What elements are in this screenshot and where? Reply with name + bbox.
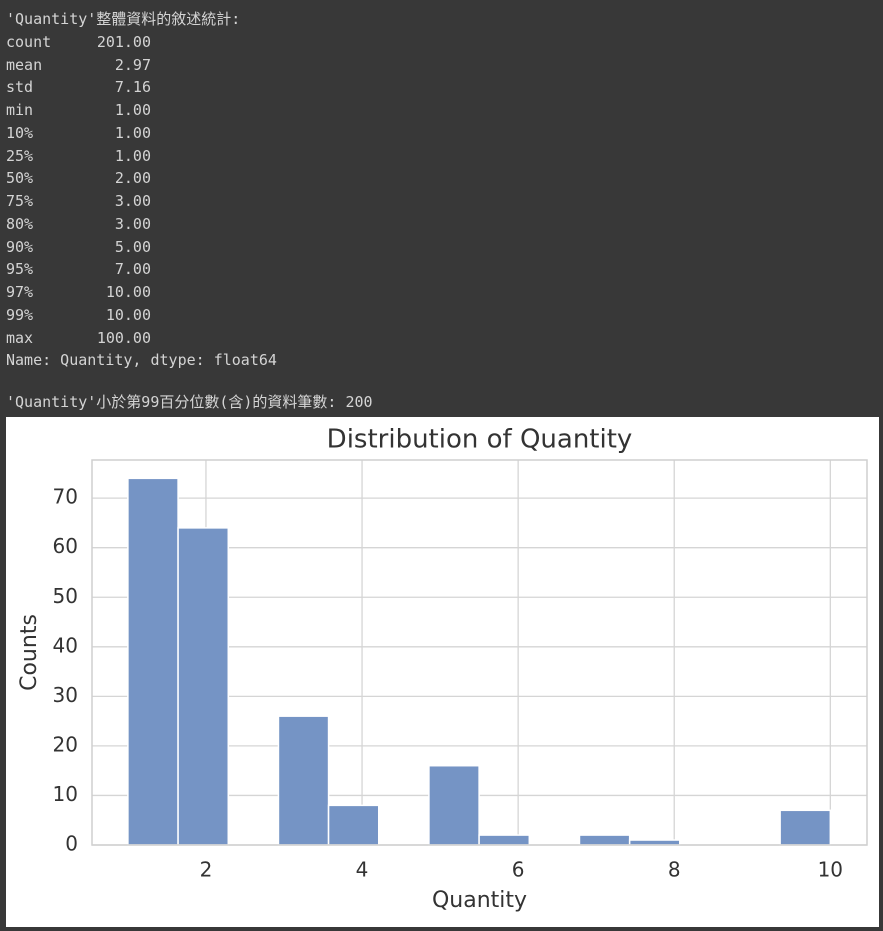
stat-label: 99% (6, 305, 34, 324)
stat-value: 2.97 (114, 55, 151, 74)
x-axis-label: Quantity (432, 888, 527, 913)
y-tick-label: 40 (53, 633, 78, 657)
stat-value: 201.00 (96, 32, 151, 51)
y-tick-label: 30 (53, 683, 78, 707)
stat-value: 1.00 (114, 123, 151, 142)
plot-frame (91, 459, 868, 846)
bar (478, 834, 531, 846)
stat-label: 95% (6, 260, 34, 279)
x-tick-label: 10 (818, 858, 843, 882)
stat-label: 75% (6, 192, 34, 210)
stat-label: mean (6, 55, 43, 74)
stat-label: count (6, 32, 52, 51)
output-footer: Name: Quantity, dtype: float64 (6, 351, 277, 370)
stat-label: 25% (6, 146, 34, 165)
stat-label: 80% (6, 214, 34, 233)
stat-value: 10.00 (105, 283, 151, 301)
bar (127, 477, 179, 846)
x-tick-label: 2 (200, 858, 213, 882)
bar (428, 764, 480, 846)
output-summary: 'Quantity'小於第99百分位數(含)的資料筆數: 200 (6, 392, 373, 411)
x-tick-label: 6 (512, 858, 525, 882)
chart-title: Distribution of Quantity (327, 425, 633, 455)
x-tick-label: 8 (668, 858, 681, 882)
stat-value: 3.00 (114, 214, 151, 233)
stat-value: 7.16 (114, 78, 151, 97)
stat-label: 10% (6, 123, 34, 142)
stat-value: 7.00 (114, 260, 151, 279)
stat-value: 5.00 (114, 237, 151, 256)
y-tick-label: 60 (53, 534, 78, 558)
bar (779, 809, 832, 846)
bar (277, 715, 330, 846)
stat-value: 1.00 (114, 101, 151, 119)
y-tick-label: 0 (65, 832, 78, 856)
bar (578, 834, 631, 846)
stat-label: 90% (6, 237, 34, 256)
stat-value: 2.00 (114, 169, 151, 188)
y-axis-label: Counts (17, 614, 42, 691)
stat-label: min (6, 101, 34, 119)
stat-label: 97% (6, 283, 34, 301)
stat-label: std (6, 78, 34, 97)
x-tick-label: 4 (356, 858, 369, 882)
output-header: 'Quantity'整體資料的敘述統計: (6, 10, 241, 28)
chart: 0 10 20 30 40 50 60 70 2 4 6 8 10 Distribution of Qua… (6, 417, 879, 927)
bar (177, 527, 230, 846)
stat-value: 1.00 (114, 146, 151, 165)
stat-label: max (6, 328, 34, 347)
stat-value: 10.00 (105, 305, 151, 324)
y-tick-label: 20 (53, 732, 78, 756)
bar (327, 804, 380, 846)
stat-label: 50% (6, 169, 34, 188)
y-tick-label: 10 (53, 782, 78, 806)
stat-value: 100.00 (96, 328, 151, 347)
stat-value: 3.00 (114, 192, 151, 210)
y-tick-label: 70 (53, 485, 78, 509)
y-tick-label: 50 (53, 584, 78, 608)
